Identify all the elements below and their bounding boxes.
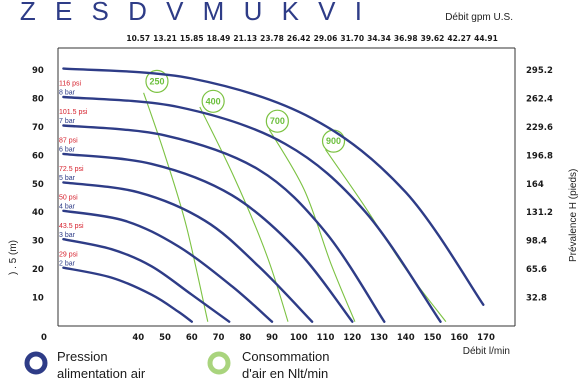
top-tick-label: 34.34 (367, 34, 391, 43)
psi-label: 116 psi (59, 81, 81, 88)
air-curve-badge (145, 69, 169, 93)
left-axis-ticks: 10 20 30 40 50 60 70 80 90 (32, 66, 44, 304)
x-tick-label: 170 (477, 333, 495, 343)
top-tick-label: 36.98 (394, 34, 418, 43)
pressure-curves (62, 67, 485, 323)
pressure-curve (62, 95, 442, 323)
air-curve-label: 700 (270, 116, 285, 126)
air-legend-line1: Consommation (242, 349, 329, 364)
x-tick-label: 90 (266, 333, 278, 343)
pressure-curve (62, 124, 386, 323)
pressure-legend-icon (24, 351, 48, 375)
bar-label: 8 bar (59, 90, 76, 97)
y2-tick-label: 295.2 (526, 66, 553, 76)
x-axis-label: Débit l/min (463, 346, 510, 357)
bar-label: 2 bar (59, 260, 76, 267)
air-legend-line2: d'air en Nlt/min (242, 366, 328, 381)
pressure-curve (62, 266, 193, 323)
y2-tick-label: 98.4 (526, 237, 547, 247)
top-tick-label: 23.78 (260, 34, 284, 43)
y-tick-label: 60 (32, 151, 44, 161)
y2-tick-label: 196.8 (526, 151, 553, 161)
psi-label: 87 psi (59, 138, 78, 145)
bar-label: 5 bar (59, 175, 76, 182)
y-tick-label: 80 (32, 94, 44, 104)
y2-axis-label: Prévalence H (pieds) (568, 169, 579, 262)
right-axis-ticks: 32.8 65.6 98.4 131.2 164 196.8 229.6 262.4 295.2 (526, 66, 553, 304)
chart-title: ) Z E S D V M U K V I (0, 0, 368, 26)
air-curve-label: 900 (326, 136, 341, 146)
x-tick-label: 120 (343, 333, 361, 343)
top-axis-ticks: 10.57 13.21 15.85 18.49 21.13 23.78 26.42 29.06… (126, 34, 497, 43)
top-tick-label: 15.85 (180, 34, 204, 43)
y2-tick-label: 32.8 (526, 294, 547, 304)
x-tick-label: 80 (239, 333, 251, 343)
air-consumption-curves: 250 400 700 900 (143, 69, 447, 323)
y-tick-label: 50 (32, 180, 44, 190)
x-tick-label: 130 (370, 333, 388, 343)
bar-label: 3 bar (59, 232, 76, 239)
pressure-legend-line2: alimentation air (57, 366, 146, 381)
top-tick-label: 44.91 (474, 34, 498, 43)
psi-label: 50 psi (59, 194, 78, 201)
pressure-curve (62, 238, 231, 323)
x-tick-label: 150 (424, 333, 442, 343)
top-tick-label: 10.57 (126, 34, 150, 43)
air-curve-badge (201, 89, 225, 113)
top-tick-label: 18.49 (207, 34, 231, 43)
y-tick-label: 20 (32, 265, 44, 275)
psi-label: 72.5 psi (59, 166, 84, 173)
x-tick-label: 0 (41, 333, 47, 343)
y2-tick-label: 262.4 (526, 94, 553, 104)
x-tick-label: 50 (159, 333, 171, 343)
top-tick-label: 29.06 (314, 34, 338, 43)
top-tick-label: 13.21 (153, 34, 177, 43)
y2-tick-label: 65.6 (526, 265, 547, 275)
x-tick-label: 110 (317, 333, 335, 343)
bar-label: 7 bar (59, 118, 76, 125)
top-tick-label: 31.70 (340, 34, 364, 43)
y2-tick-label: 131.2 (526, 208, 553, 218)
y-tick-label: 40 (32, 208, 44, 218)
pressure-curve (62, 181, 314, 323)
top-tick-label: 42.27 (447, 34, 471, 43)
psi-label: 43.5 psi (59, 223, 84, 230)
psi-label: 101.5 psi (59, 109, 88, 116)
y-tick-label: 10 (32, 294, 44, 304)
top-axis-label: Débit gpm U.S. (445, 12, 513, 23)
x-tick-label: 70 (213, 333, 225, 343)
pressure-curve (62, 209, 274, 323)
air-curve-label: 400 (206, 96, 221, 106)
pressure-labels: 29 psi 2 bar 43.5 psi 3 bar 50 psi 4 bar 72.5 … (59, 81, 88, 268)
y-axis-label: ) . 5 (m) (8, 240, 19, 275)
pressure-curve (62, 152, 354, 323)
air-legend-icon (207, 351, 231, 375)
air-curve (199, 106, 289, 322)
psi-label: 29 psi (59, 251, 78, 258)
y-tick-label: 70 (32, 123, 44, 133)
x-tick-label: 140 (397, 333, 415, 343)
bar-label: 6 bar (59, 147, 76, 154)
air-curve-badge (265, 109, 289, 133)
y2-tick-label: 164 (526, 180, 544, 190)
x-tick-label: 60 (186, 333, 198, 343)
y-tick-label: 30 (32, 237, 44, 247)
air-curve (143, 92, 209, 322)
pressure-legend-line1: Pression (57, 349, 108, 364)
y2-tick-label: 229.6 (526, 123, 553, 133)
top-tick-label: 26.42 (287, 34, 311, 43)
air-curve-label: 250 (149, 76, 164, 86)
top-tick-label: 21.13 (233, 34, 257, 43)
air-curve (268, 129, 356, 322)
y-tick-label: 90 (32, 66, 44, 76)
x-tick-label: 100 (290, 333, 308, 343)
pressure-curve (62, 67, 485, 306)
top-tick-label: 39.62 (421, 34, 445, 43)
x-tick-label: 160 (450, 333, 468, 343)
bottom-axis-ticks: 0 40 50 60 70 80 90 100 110 120 130 140 150 160 170 (41, 333, 495, 343)
bar-label: 4 bar (59, 203, 76, 210)
x-tick-label: 40 (132, 333, 144, 343)
